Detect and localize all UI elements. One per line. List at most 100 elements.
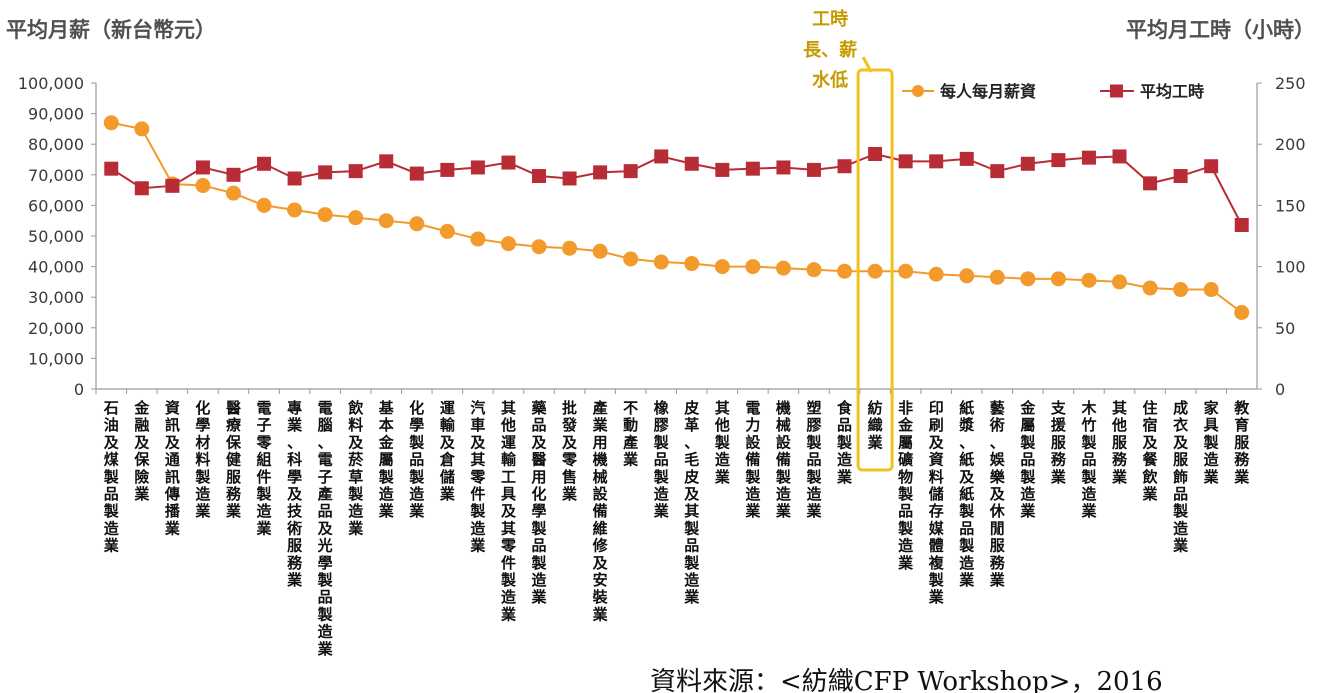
series-lines bbox=[110, 121, 1243, 314]
hours-point bbox=[959, 151, 974, 166]
salary-point bbox=[989, 269, 1005, 285]
category-label: 運輸及倉儲業 bbox=[439, 399, 456, 503]
hours-point bbox=[898, 154, 913, 169]
axes bbox=[95, 83, 1258, 390]
salary-point bbox=[898, 263, 914, 279]
salary-point bbox=[225, 185, 241, 201]
left-tick-label: 60,000 bbox=[28, 196, 84, 215]
salary-point bbox=[1112, 274, 1128, 290]
legend-hours-marker bbox=[1110, 84, 1123, 98]
salary-point bbox=[1234, 305, 1250, 320]
salary-point bbox=[287, 202, 303, 218]
category-label: 化學材料製造業 bbox=[194, 399, 211, 520]
hours-point bbox=[470, 160, 485, 175]
category-label: 其他服務業 bbox=[1111, 399, 1128, 486]
left-tick-label: 40,000 bbox=[28, 258, 84, 277]
category-label: 電力設備製造業 bbox=[744, 399, 761, 520]
category-label: 石油及煤製品製造業 bbox=[103, 399, 120, 555]
salary-point bbox=[378, 213, 394, 229]
legend: 每人每月薪資 平均工時 bbox=[902, 82, 1204, 101]
left-tick-label: 70,000 bbox=[28, 166, 84, 185]
salary-point bbox=[1173, 282, 1189, 298]
hours-point bbox=[1234, 217, 1249, 232]
salary-point bbox=[134, 121, 150, 137]
category-label: 皮革、毛皮及其製品製造業 bbox=[683, 399, 700, 606]
salary-point bbox=[837, 263, 853, 279]
category-label: 紡織業 bbox=[867, 399, 884, 451]
salary-point bbox=[592, 243, 608, 259]
hours-point bbox=[715, 162, 730, 177]
salary-point bbox=[745, 259, 761, 275]
hours-point bbox=[745, 161, 760, 176]
left-tick-label: 80,000 bbox=[28, 135, 84, 154]
highlight-pointer bbox=[861, 56, 873, 73]
category-label: 塑膠製品製造業 bbox=[805, 399, 822, 520]
hours-point bbox=[1173, 169, 1188, 184]
left-axis-title: 平均月薪（新台幣元） bbox=[6, 18, 216, 42]
legend-salary-label: 每人每月薪資 bbox=[940, 82, 1036, 101]
salary-point bbox=[623, 251, 639, 267]
hours-point bbox=[654, 149, 669, 164]
left-tick-label: 0 bbox=[74, 380, 84, 399]
salary-point bbox=[562, 240, 578, 256]
salary-point bbox=[348, 210, 364, 226]
left-tick-label: 90,000 bbox=[28, 105, 84, 124]
hours-point bbox=[562, 171, 577, 186]
right-tick-label: 200 bbox=[1275, 135, 1306, 154]
salary-point bbox=[959, 268, 975, 284]
salary-point bbox=[531, 239, 547, 255]
category-label: 教育服務業 bbox=[1233, 399, 1250, 486]
category-label: 飲料及菸草製造業 bbox=[347, 399, 364, 537]
category-label: 非金屬礦物製品製造業 bbox=[897, 399, 914, 572]
salary-point bbox=[806, 262, 822, 278]
hours-point bbox=[257, 156, 272, 171]
category-label: 藥品及醫用化學製品製造業 bbox=[531, 399, 548, 606]
category-label: 支援服務業 bbox=[1050, 399, 1067, 486]
category-label: 資訊及通訊傳播業 bbox=[164, 399, 181, 537]
right-axis-ticks: 250 200 150 100 50 0 bbox=[1257, 74, 1306, 399]
category-label: 藝術、娛樂及休閒服務業 bbox=[989, 399, 1006, 589]
salary-point bbox=[1020, 271, 1036, 287]
hours-point bbox=[1081, 150, 1096, 165]
salary-point bbox=[653, 254, 669, 270]
category-label: 化學製品製造業 bbox=[408, 399, 425, 520]
salary-point bbox=[684, 256, 700, 272]
left-tick-label: 20,000 bbox=[28, 319, 84, 338]
salary-point bbox=[439, 223, 455, 239]
hours-point bbox=[990, 164, 1005, 179]
right-tick-label: 100 bbox=[1275, 258, 1306, 277]
category-label: 成衣及服飾品製造業 bbox=[1172, 399, 1189, 555]
salary-point bbox=[928, 266, 944, 282]
legend-salary-marker bbox=[912, 85, 924, 97]
hours-point bbox=[501, 155, 516, 170]
salary-point bbox=[775, 260, 791, 276]
series-markers bbox=[103, 115, 1250, 320]
hours-point bbox=[1112, 149, 1127, 164]
right-tick-label: 0 bbox=[1275, 380, 1285, 399]
category-label: 不動產業 bbox=[622, 399, 639, 469]
hours-point bbox=[104, 161, 119, 176]
salary-point bbox=[1081, 272, 1097, 288]
hours-point bbox=[1204, 159, 1219, 174]
hours-point bbox=[684, 156, 699, 171]
annotation-line-2: 長、薪 bbox=[803, 39, 857, 61]
category-label: 食品製造業 bbox=[836, 399, 853, 486]
source-caption: 資料來源：<紡織CFP Workshop>，2016 bbox=[650, 667, 1163, 693]
salary-point bbox=[317, 207, 333, 223]
series-line-1 bbox=[110, 152, 1243, 226]
category-label: 其他運輸工具及其零件製造業 bbox=[500, 399, 517, 623]
right-tick-label: 250 bbox=[1275, 74, 1306, 93]
hours-point bbox=[1143, 176, 1158, 191]
salary-point bbox=[714, 259, 730, 275]
hours-point bbox=[440, 162, 455, 177]
hours-point bbox=[1051, 153, 1066, 168]
category-label: 家具製造業 bbox=[1203, 399, 1220, 486]
right-tick-label: 150 bbox=[1275, 196, 1306, 215]
hours-point bbox=[134, 181, 149, 196]
hours-point bbox=[409, 166, 424, 181]
hours-point bbox=[593, 165, 608, 180]
category-label: 批發及零售業 bbox=[561, 399, 578, 503]
salary-point bbox=[409, 216, 425, 232]
hours-point bbox=[837, 159, 852, 174]
